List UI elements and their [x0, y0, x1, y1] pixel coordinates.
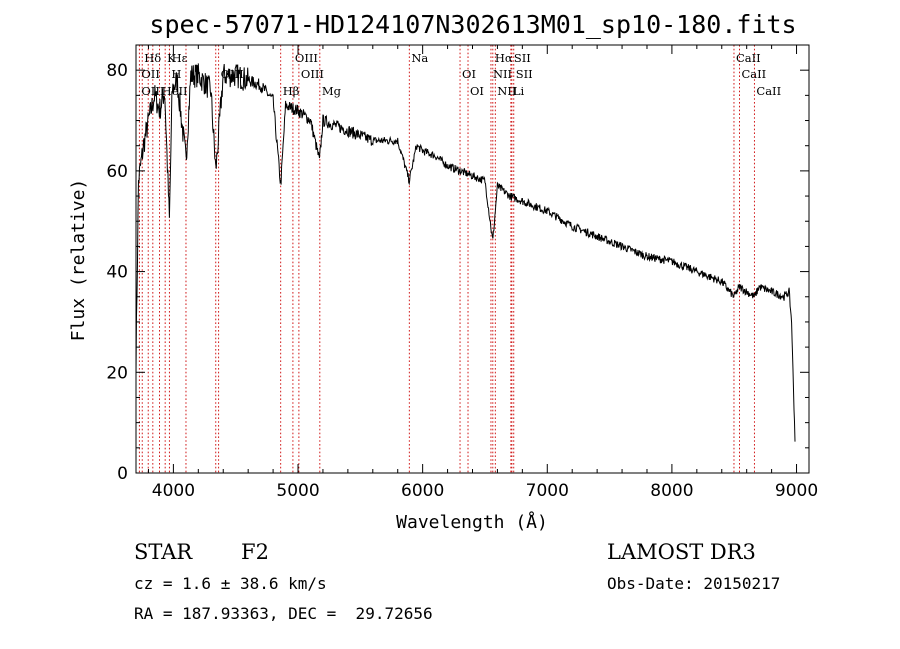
- line-label: NII: [497, 84, 516, 98]
- x-axis-label: Wavelength (Å): [396, 511, 548, 533]
- line-label: OII: [141, 67, 160, 81]
- subclass: F2: [241, 540, 269, 564]
- object-class: STAR: [134, 540, 193, 564]
- axis-ticks: 4000 5000 6000 7000 8000 9000 0 20 40 60 80: [106, 44, 818, 501]
- line-label: Mg: [322, 84, 342, 98]
- line-label: OI: [462, 67, 476, 81]
- line-label: Hε: [172, 51, 188, 65]
- x-tick-label: 6000: [401, 481, 444, 501]
- x-tick-label: 5000: [276, 481, 319, 501]
- line-label: Hδ: [144, 51, 161, 65]
- y-tick-label: 40: [106, 263, 128, 283]
- line-label: SII: [516, 67, 533, 81]
- chart-title: spec-57071-HD124107N302613M01_sp10-180.f…: [149, 10, 796, 39]
- y-tick-label: 0: [117, 464, 128, 484]
- y-tick-label: 20: [106, 363, 128, 383]
- line-label: OI: [470, 84, 484, 98]
- line-label: Li: [513, 84, 525, 98]
- line-label: K: [167, 51, 176, 65]
- line-label: SII: [514, 51, 531, 65]
- obs-date: Obs-Date: 20150217: [607, 574, 781, 593]
- x-tick-label: 8000: [650, 481, 693, 501]
- line-label: OIII: [141, 84, 164, 98]
- spectrum-line: [135, 63, 796, 442]
- y-tick-label: 60: [106, 162, 128, 182]
- line-label: Na: [411, 51, 428, 65]
- line-label: CaII: [736, 51, 761, 65]
- line-label: HeII: [162, 84, 188, 98]
- line-label: OIII: [301, 67, 324, 81]
- emission-line-markers: [138, 45, 755, 473]
- x-tick-label: 4000: [152, 481, 195, 501]
- line-label: CaII: [756, 84, 781, 98]
- line-label: Hα: [495, 51, 513, 65]
- y-tick-label: 80: [106, 61, 128, 81]
- x-tick-label: 7000: [526, 481, 569, 501]
- line-label: Hβ: [283, 84, 300, 98]
- redshift-readout: cz = 1.6 ± 38.6 km/s: [134, 574, 327, 593]
- plot-frame: [135, 44, 810, 474]
- line-label: CaII: [741, 67, 766, 81]
- y-axis-label: Flux (relative): [68, 179, 89, 342]
- x-tick-label: 9000: [775, 481, 818, 501]
- emission-line-labels: HδOIIOIIIKHHeIIHεOIIIHβOIIIOIIIMgNaOIOIH…: [141, 51, 781, 98]
- line-label: OIII: [295, 51, 318, 65]
- survey-name: LAMOST DR3: [607, 540, 756, 564]
- coordinates: RA = 187.93363, DEC = 29.72656: [134, 604, 433, 623]
- line-label: NII: [493, 67, 512, 81]
